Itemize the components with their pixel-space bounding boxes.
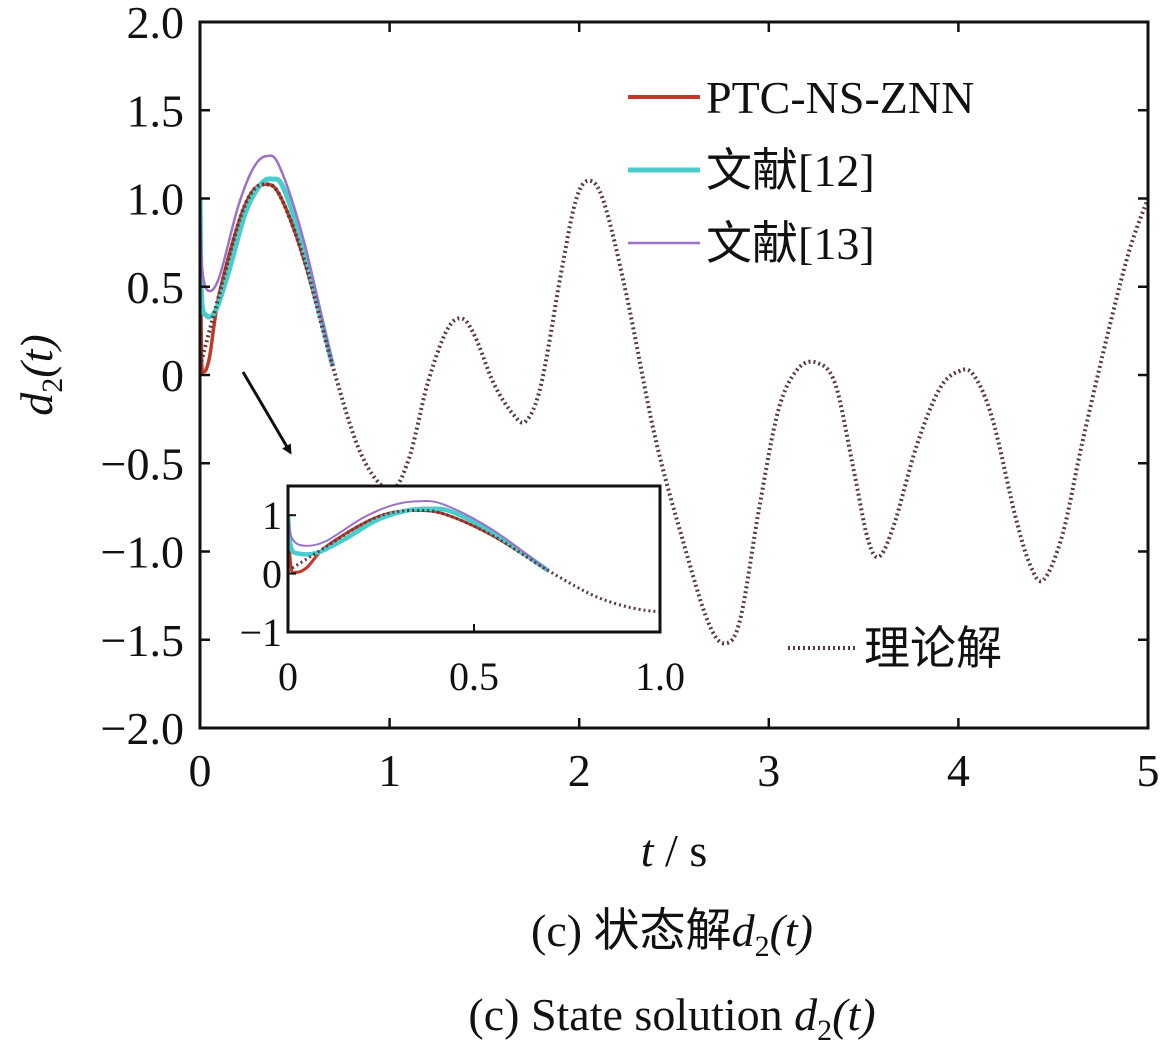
x-tick-label: 5 (1137, 745, 1160, 796)
inset-y-tick-label: 1 (262, 493, 282, 538)
main-line-1 (200, 176, 336, 367)
main-line-2 (200, 154, 334, 367)
inset-y-tick-label: 0 (262, 552, 282, 597)
y-tick-label: 1.5 (127, 85, 185, 136)
x-axis-label: t / s (641, 825, 707, 876)
y-axis-label: d2(t) (11, 334, 69, 415)
caption-chinese: (c) 状态解d2(t) (531, 905, 813, 963)
legend-label-ref12: 文献[12] (706, 145, 875, 196)
y-tick-label: 0.5 (127, 262, 185, 313)
x-tick-label: 1 (378, 745, 401, 796)
main-line-theory (200, 178, 1148, 646)
y-tick-label: −2.0 (101, 703, 184, 754)
y-tick-label: 1.0 (127, 174, 185, 225)
y-tick-label: 0 (161, 350, 184, 401)
inset-x-tick-label: 0.5 (449, 654, 499, 699)
inset-line-2 (288, 499, 549, 572)
zoom-arrow (241, 371, 292, 455)
main-ticks: 0 1 2 3 4 5 2.0 1.5 1.0 0.5 0 −0.5 −1.0 −1.5 −2.0 (101, 0, 1160, 796)
inset-line-theory (288, 508, 660, 614)
main-series-group (200, 154, 1148, 646)
y-tick-label: 2.0 (127, 0, 185, 48)
inset-background (288, 486, 660, 632)
x-tick-label: 4 (947, 745, 970, 796)
y-tick-label: −0.5 (101, 438, 184, 489)
caption-english: (c) State solution d2(t) (468, 989, 875, 1044)
y-tick-label: −1.5 (101, 615, 184, 666)
x-tick-label: 0 (189, 745, 212, 796)
legend-label-ref13: 文献[13] (706, 218, 875, 269)
inset-ticks: 0 0.5 1.010−1 (239, 493, 685, 699)
y-tick-label: −1.0 (101, 527, 184, 578)
inset-x-tick-label: 1.0 (635, 654, 685, 699)
legend-label-theory: 理论解 (864, 623, 1002, 674)
x-tick-label: 3 (757, 745, 780, 796)
inset-y-tick-label: −1 (239, 610, 282, 655)
x-tick-label: 2 (568, 745, 591, 796)
inset-x-tick-label: 0 (278, 654, 298, 699)
legend: PTC-NS-ZNN 文献[12] 文献[13] 理论解 (628, 72, 1002, 674)
inset-line-1 (288, 506, 550, 573)
legend-label-ptc: PTC-NS-ZNN (706, 72, 974, 123)
